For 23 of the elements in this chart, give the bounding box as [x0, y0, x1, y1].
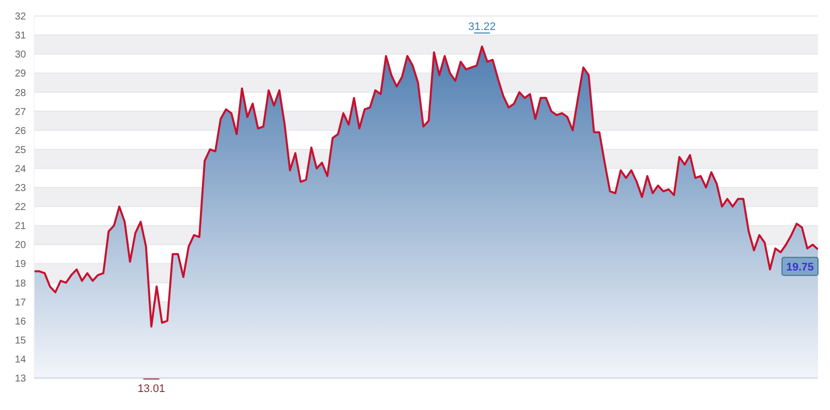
y-tick-label: 16: [14, 316, 26, 328]
y-tick-label: 27: [14, 106, 26, 118]
y-tick-label: 25: [14, 144, 26, 156]
y-tick-label: 29: [14, 68, 26, 80]
y-tick-label: 14: [14, 354, 26, 366]
y-tick-label: 22: [14, 202, 26, 214]
y-tick-label: 32: [14, 12, 26, 23]
annotation: 19.75: [786, 261, 814, 274]
y-tick-label: 18: [14, 278, 26, 290]
y-tick-label: 30: [14, 50, 26, 61]
y-tick-label: 19: [14, 259, 26, 270]
y-tick-label: 21: [14, 221, 26, 232]
y-tick-label: 24: [14, 164, 26, 175]
y-tick-label: 20: [14, 240, 26, 252]
y-tick-label: 23: [14, 183, 26, 194]
annotation: 31.22: [468, 21, 496, 33]
text: 13.01: [138, 383, 166, 395]
y-tick-label: 31: [14, 30, 26, 42]
y-tick-label: 13: [14, 374, 26, 385]
y-tick-label: 28: [14, 88, 26, 99]
y-tick-label: 15: [14, 335, 26, 346]
y-tick-label: 17: [14, 297, 26, 308]
y-tick-label: 26: [14, 126, 26, 137]
